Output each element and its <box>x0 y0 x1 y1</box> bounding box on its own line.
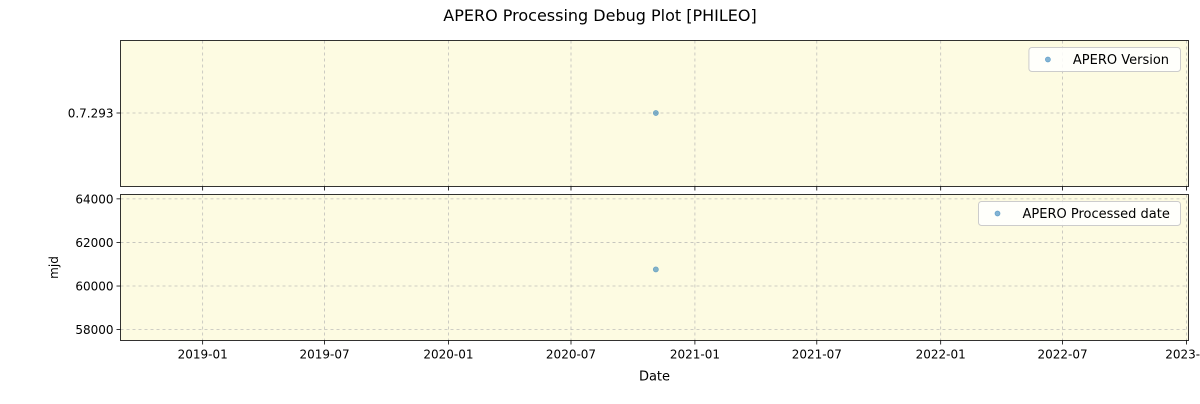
y-tick-label: 64000 <box>75 192 113 206</box>
legend-box <box>978 201 1181 226</box>
legend-label: APERO Processed date <box>1023 207 1170 222</box>
y-tick-label: 0.7.293 <box>68 107 114 121</box>
figure-title: APERO Processing Debug Plot [PHILEO] <box>443 6 757 25</box>
x-tick-label: 2019-01 <box>178 348 228 362</box>
y-tick-label: 58000 <box>75 323 113 337</box>
data-point <box>652 110 659 116</box>
x-tick-label: 2019-07 <box>299 348 349 362</box>
legend-label: APERO Version <box>1073 53 1169 68</box>
x-tick-label: 2021-01 <box>670 348 720 362</box>
data-point <box>652 266 659 273</box>
legend-marker <box>994 210 1001 217</box>
x-tick-label: 2022-07 <box>1038 348 1088 362</box>
axes-frame-2 <box>120 194 1189 341</box>
legend-marker <box>1045 56 1051 63</box>
x-tick-label: 2021-07 <box>792 348 842 362</box>
axes-frame-1 <box>120 40 1189 187</box>
y-axis-label: mjd <box>47 256 61 279</box>
x-tick-label: 2020-01 <box>423 348 473 362</box>
x-tick-label: 2023-0 <box>1165 348 1200 362</box>
x-axis-label: Date <box>639 370 670 385</box>
x-tick-label: 2020-07 <box>546 348 596 362</box>
y-tick-label: 60000 <box>75 280 113 294</box>
legend-box <box>1028 47 1182 72</box>
x-tick-label: 2022-01 <box>916 348 966 362</box>
y-tick-label: 62000 <box>75 236 113 250</box>
